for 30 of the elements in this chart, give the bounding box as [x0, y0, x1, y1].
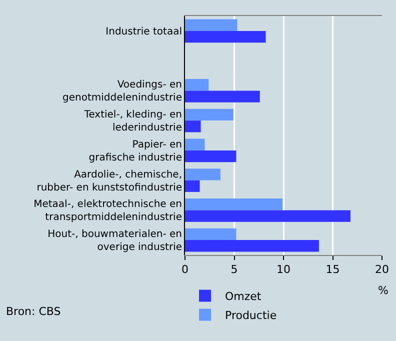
bar [185, 168, 220, 180]
bar [185, 108, 234, 121]
x-tick-label: 0 [182, 263, 188, 276]
bar [185, 228, 236, 240]
text: Bron: CBS [6, 305, 61, 318]
legend-label: Productie [225, 309, 277, 322]
bar [185, 150, 236, 162]
x-tick-label: 15 [326, 263, 340, 276]
bar [185, 19, 238, 31]
x-tick-label: 20 [375, 263, 389, 276]
x-tick-label: 5 [230, 263, 238, 276]
bar [185, 210, 350, 222]
bar [185, 240, 319, 252]
y-tick-label: Papier- en grafische industrie [88, 139, 182, 164]
bar [185, 138, 205, 150]
bar [185, 198, 283, 210]
y-tick-label: Industrie totaal [106, 26, 182, 38]
bar [185, 90, 260, 102]
legend-label: Omzet [225, 290, 262, 304]
y-tick-label: Textiel-, kleding- en lederindustrie [83, 110, 182, 134]
y-tick-label: Aardolie-, chemische, rubber- en kunststofindustrie [36, 169, 182, 194]
bar [185, 30, 266, 43]
y-tick-label: Voedings- en genotmiddelenindustrie [62, 80, 182, 104]
bar [185, 120, 201, 132]
text: % [378, 284, 388, 297]
bar [185, 180, 200, 192]
bar [185, 79, 209, 91]
y-tick-label: Hout-, bouwmaterialen- en overige industrie [48, 229, 182, 254]
y-tick-label: Metaal-, elektrotechnische en transportmiddelenindustrie [34, 199, 182, 224]
x-tick-label: 10 [276, 263, 290, 276]
